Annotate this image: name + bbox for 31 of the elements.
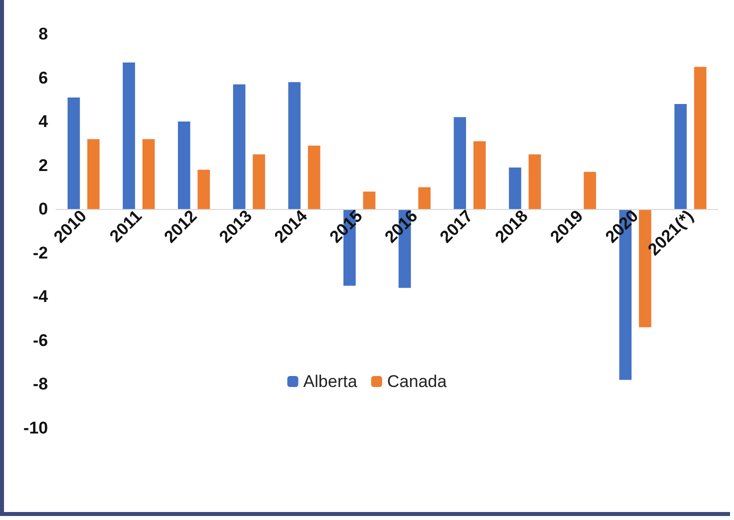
bar [584,172,596,210]
y-tick-label: -10 [23,418,48,438]
legend-label: Alberta [303,372,358,391]
bar [508,168,522,210]
y-tick-label: 6 [38,68,48,88]
y-tick-label: -6 [32,330,48,350]
bar [122,62,136,210]
bar [252,154,266,210]
bar [178,122,190,210]
y-tick-label: 0 [38,200,48,219]
bar [288,82,301,210]
y-tick-label: 2 [38,156,48,175]
y-tick-label: -2 [32,243,48,262]
y-tick-label: 4 [38,112,49,132]
y-tick-label: -4 [32,287,49,306]
bar [198,170,210,210]
bar [233,84,246,210]
bar [528,154,541,210]
bar [674,104,687,210]
bar [454,117,466,210]
bar [473,141,486,210]
bar [68,97,80,210]
bar [363,192,376,210]
bar [87,139,100,210]
bar [142,139,155,210]
y-tick-label: 8 [38,24,48,44]
bar [418,187,431,210]
y-tick-label: -8 [32,374,48,394]
bar [694,66,706,210]
legend-label: Canada [387,372,448,391]
bar [308,146,320,210]
